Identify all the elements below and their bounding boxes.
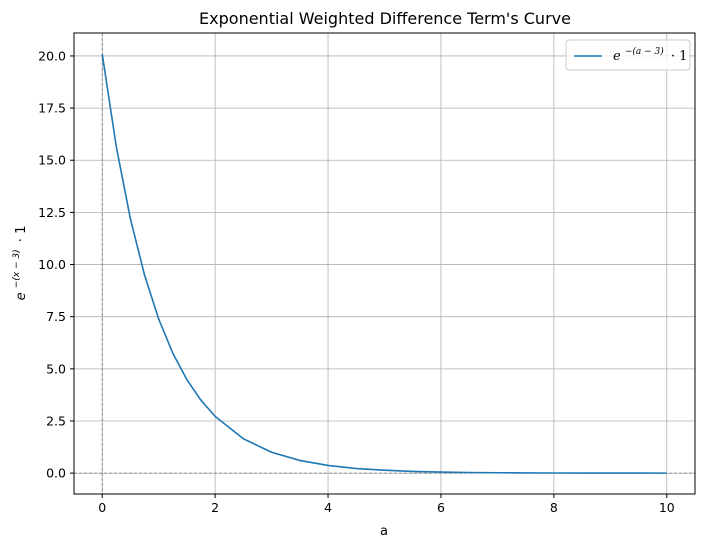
y-tick-label: 2.5 bbox=[46, 413, 66, 428]
y-axis-label-exponent: −(x − 3) bbox=[12, 249, 22, 288]
y-tick-label: 20.0 bbox=[38, 48, 66, 63]
x-tick-label: 6 bbox=[437, 500, 445, 515]
x-tick-label: 8 bbox=[550, 500, 558, 515]
y-tick-label: 7.5 bbox=[46, 309, 66, 324]
x-axis-label: a bbox=[380, 524, 388, 539]
y-axis-label-base: e bbox=[14, 292, 29, 300]
legend-entry-exponent: −(a − 3) bbox=[625, 46, 664, 57]
plot-frame bbox=[73, 32, 696, 495]
grid bbox=[74, 33, 695, 494]
y-tick-label: 17.5 bbox=[38, 101, 66, 116]
legend-entry-base: e bbox=[613, 49, 621, 64]
x-axis: 0 2 4 6 8 10 bbox=[98, 494, 675, 515]
x-tick-label: 4 bbox=[324, 500, 332, 515]
y-tick-label: 15.0 bbox=[38, 153, 66, 168]
y-axis-label: e −(x − 3) · 1 bbox=[8, 226, 29, 301]
legend-entry-suffix: · 1 bbox=[671, 49, 688, 64]
y-tick-label: 10.0 bbox=[38, 257, 66, 272]
legend-box bbox=[565, 39, 691, 71]
x-tick-label: 10 bbox=[659, 500, 675, 515]
y-tick-label: 12.5 bbox=[38, 205, 66, 220]
y-axis-label-suffix: · 1 bbox=[14, 226, 29, 243]
reference-lines bbox=[74, 33, 695, 494]
y-tick-label: 5.0 bbox=[46, 361, 66, 376]
legend-entry: e −(a − 3) · 1 bbox=[613, 43, 687, 64]
legend: e −(a − 3) · 1 bbox=[565, 39, 691, 71]
x-tick-label: 0 bbox=[98, 500, 106, 515]
chart-title: Exponential Weighted Difference Term's C… bbox=[199, 9, 571, 28]
series-line bbox=[101, 53, 667, 474]
y-tick-label: 0.0 bbox=[46, 466, 66, 481]
series-group bbox=[101, 53, 667, 474]
y-axis: 0.0 2.5 5.0 7.5 10.0 12.5 15.0 17.5 20.0 bbox=[38, 48, 74, 481]
x-tick-label: 2 bbox=[211, 500, 219, 515]
